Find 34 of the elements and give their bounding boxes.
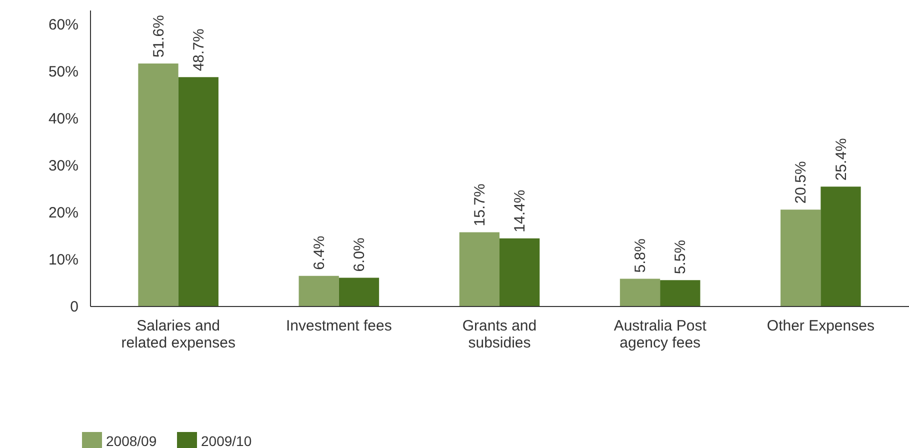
bar [178,77,218,306]
y-tick-label: 30% [48,158,78,175]
y-tick-label: 40% [48,110,78,128]
data-label: 20.5% [792,161,810,204]
y-tick-label: 20% [48,204,78,222]
data-label: 5.5% [672,240,690,274]
data-label: 48.7% [190,28,208,72]
data-label: 25.4% [832,138,850,181]
x-tick-label: Australia Post agency fees [614,318,708,352]
x-tick-label: Grants and subsidies [462,318,537,352]
x-tick-label: Investment fees [286,318,392,334]
bar [820,186,861,306]
y-tick-label: 10% [48,252,78,269]
y-tick-label: 60% [48,16,78,34]
data-label: 14.4% [512,190,529,232]
bar [459,232,500,306]
data-label: 51.6% [150,15,168,58]
bar [338,278,380,306]
data-label: 6.0% [350,238,368,272]
bar [500,238,540,306]
data-label: 15.7% [471,184,488,226]
x-tick-label: Other Expenses [766,318,874,334]
bar [660,280,700,306]
data-label: 5.8% [632,238,650,273]
bar [620,278,660,306]
legend-label: 2008/09 [106,433,157,448]
y-tick-label: 50% [48,64,78,81]
data-label: 6.4% [310,236,328,270]
y-tick-label: 0 [70,298,78,316]
x-tick-label: Salaries and related expenses [121,318,236,352]
bar [138,64,178,306]
bar [298,276,339,306]
bar [780,210,821,306]
legend-label: 2009/10 [201,433,252,448]
